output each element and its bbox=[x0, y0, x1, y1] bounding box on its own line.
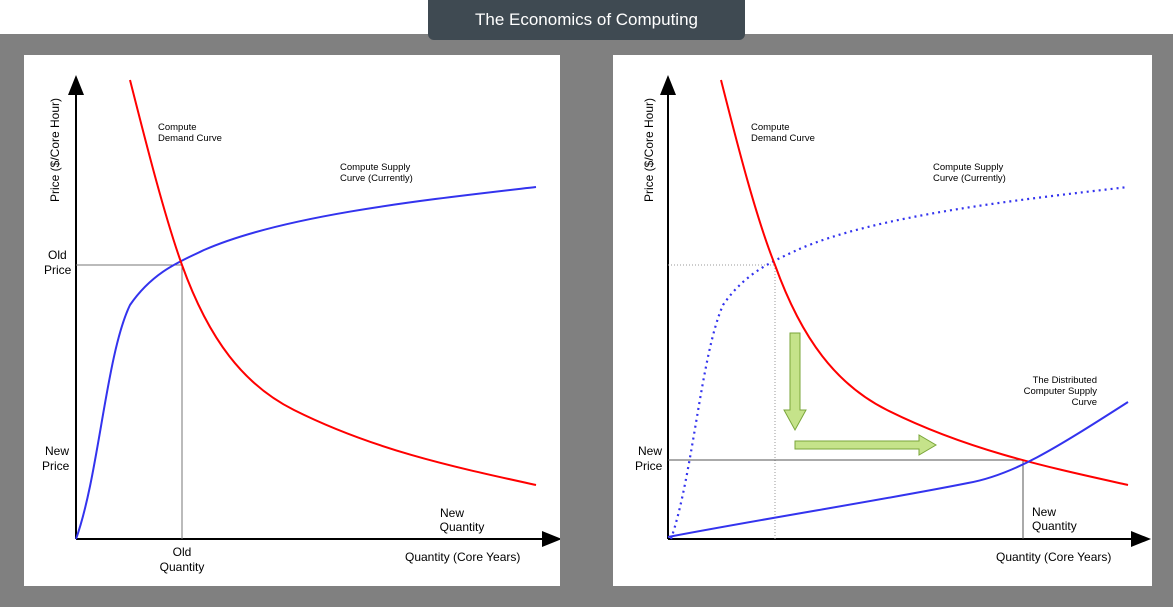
right-chart-svg: Price ($/Core Hour) Quantity (Core Years… bbox=[635, 75, 1151, 564]
new-price-line2: Price bbox=[42, 459, 70, 473]
new-quantity-line2: Quantity bbox=[1032, 519, 1077, 533]
distributed-supply-curve bbox=[667, 401, 1129, 538]
distributed-label-line3: Curve bbox=[1072, 397, 1097, 408]
y-axis-label: Price ($/Core Hour) bbox=[642, 98, 656, 202]
new-quantity-line2: Quantity bbox=[440, 520, 485, 534]
supply-label-line2: Curve (Currently) bbox=[933, 173, 1006, 184]
down-arrow-icon bbox=[783, 332, 807, 432]
old-quantity-line2: Quantity bbox=[160, 560, 205, 574]
old-price-line1: Old bbox=[48, 248, 67, 262]
old-price-line2: Price bbox=[44, 263, 72, 277]
supply-curve bbox=[75, 186, 537, 540]
right-arrow-icon bbox=[794, 434, 937, 456]
new-price-line1: New bbox=[45, 444, 69, 458]
x-axis-label: Quantity (Core Years) bbox=[405, 550, 520, 564]
demand-curve bbox=[129, 79, 537, 486]
new-price-line2: Price bbox=[635, 459, 663, 473]
new-price-line1: New bbox=[638, 444, 662, 458]
distributed-label-line1: The Distributed bbox=[1033, 375, 1097, 386]
x-axis-label: Quantity (Core Years) bbox=[996, 550, 1111, 564]
demand-label-line2: Demand Curve bbox=[158, 133, 222, 144]
new-quantity-line1: New bbox=[440, 506, 464, 520]
demand-label-line1: Compute bbox=[158, 122, 197, 133]
old-quantity-line1: Old bbox=[173, 545, 192, 559]
supply-curve-dotted bbox=[669, 185, 1129, 540]
right-chart-panel: Price ($/Core Hour) Quantity (Core Years… bbox=[613, 55, 1152, 586]
supply-label-line2: Curve (Currently) bbox=[340, 173, 413, 184]
distributed-label-line2: Computer Supply bbox=[1024, 386, 1098, 397]
page-title: The Economics of Computing bbox=[428, 0, 745, 40]
demand-curve bbox=[720, 79, 1129, 486]
supply-label-line1: Compute Supply bbox=[340, 162, 410, 173]
new-quantity-line1: New bbox=[1032, 505, 1056, 519]
demand-label-line1: Compute bbox=[751, 122, 790, 133]
demand-label-line2: Demand Curve bbox=[751, 133, 815, 144]
left-chart-panel: Price ($/Core Hour) Quantity (Core Years… bbox=[24, 55, 560, 586]
y-axis-label: Price ($/Core Hour) bbox=[48, 98, 62, 202]
supply-label-line1: Compute Supply bbox=[933, 162, 1003, 173]
left-chart-svg: Price ($/Core Hour) Quantity (Core Years… bbox=[42, 75, 560, 574]
